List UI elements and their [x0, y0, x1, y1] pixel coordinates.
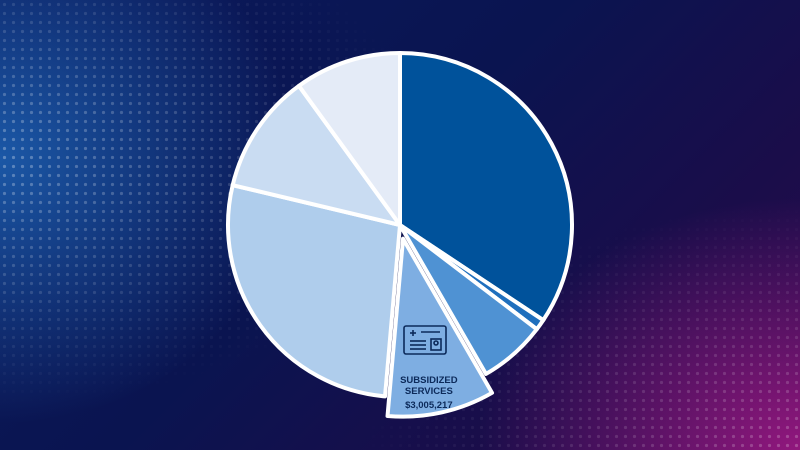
- slice-label: SUBSIDIZED SERVICES: [400, 374, 458, 397]
- slice-value-label: $3,005,217: [405, 399, 453, 411]
- pie-slice: [296, 51, 402, 227]
- pie-slice: [398, 223, 539, 376]
- pie-slice: [385, 236, 495, 419]
- id-card-icon: [403, 325, 447, 355]
- pie-slice: [226, 183, 402, 399]
- pie-slice: [230, 83, 402, 227]
